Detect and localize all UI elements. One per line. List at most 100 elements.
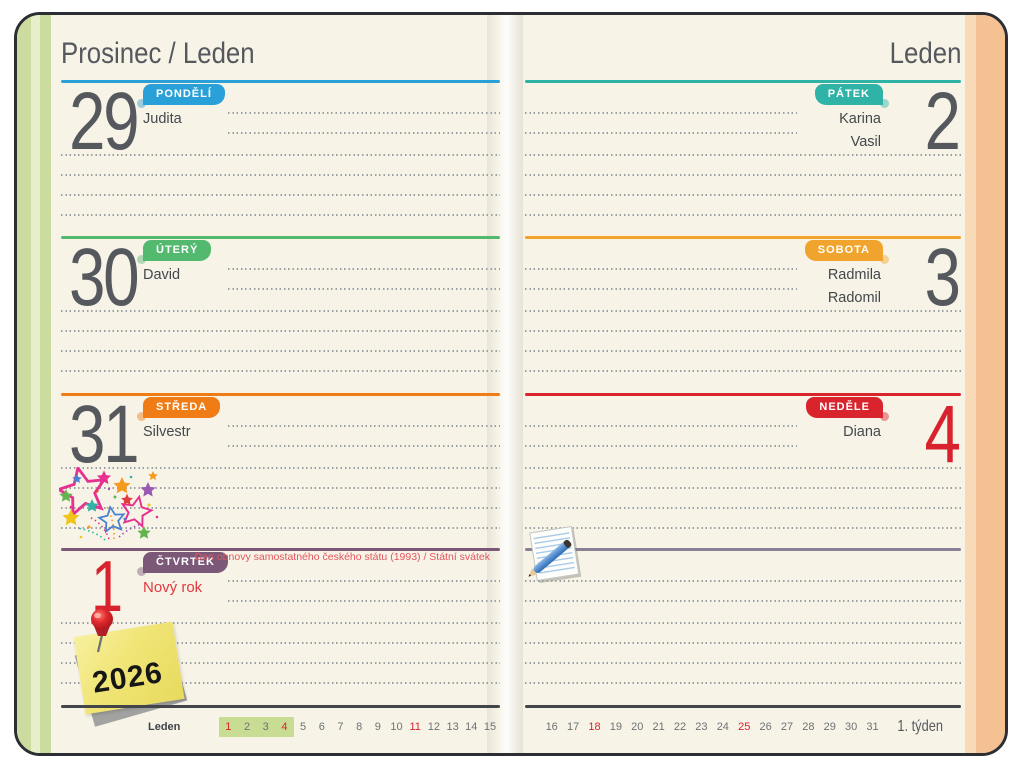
dotted-writing-line — [61, 507, 500, 509]
dotted-writing-line — [525, 622, 961, 624]
dotted-writing-line — [228, 268, 500, 270]
dotted-writing-line — [61, 642, 500, 644]
day-divider-line — [525, 236, 961, 239]
dotted-writing-line — [61, 310, 500, 312]
mini-calendar-day: 11 — [409, 721, 421, 733]
name-day-label: David — [143, 267, 181, 283]
mini-calendar-day: 6 — [318, 721, 325, 733]
name-day-2: Vasil — [850, 134, 881, 150]
day-label-tab: ČTVRTEK — [137, 552, 228, 576]
right-month-header: Leden — [889, 37, 961, 70]
mini-calendar-day: 23 — [695, 721, 708, 733]
day-block-sunday: 4 NEDĚLE Diana — [525, 393, 961, 549]
day-block-saturday: 3 SOBOTA Radmila Radomil — [525, 236, 961, 392]
sticky-note-group: 2026 — [73, 607, 205, 737]
day-number: 31 — [69, 389, 140, 480]
dotted-writing-line — [525, 642, 961, 644]
dotted-writing-line — [525, 132, 797, 134]
dotted-writing-line — [228, 600, 500, 602]
mini-calendar-right-days: 16 17 18 19 20 21 22 23 24 25 26 27 28 29 30 31 — [541, 717, 883, 737]
name-day-1: Karina — [839, 111, 881, 127]
notes-divider-line — [525, 548, 961, 551]
mini-calendar-day: 16 — [545, 721, 558, 733]
mini-calendar-day: 27 — [780, 721, 794, 733]
dotted-writing-line — [525, 350, 961, 352]
dotted-writing-line — [228, 425, 500, 427]
day-divider-line — [61, 548, 500, 551]
mini-calendar-day: 19 — [609, 721, 622, 733]
dotted-writing-line — [61, 682, 500, 684]
name-day-2: Radomil — [827, 290, 881, 306]
mini-calendar-right: 16 17 18 19 20 21 22 23 24 25 26 27 28 29 30 31 1. týde… — [525, 716, 961, 740]
name-day-1: Radmila — [827, 267, 881, 283]
red-pushpin-icon — [91, 608, 113, 653]
dotted-writing-line — [228, 112, 500, 114]
mini-calendar-day: 17 — [566, 721, 580, 733]
dotted-writing-line — [525, 194, 961, 196]
holiday-note: Den obnovy samostatného českého státu (1… — [194, 551, 490, 563]
name-day-label: Diana — [843, 424, 881, 440]
dotted-writing-line — [61, 350, 500, 352]
mini-calendar-day: 29 — [823, 721, 836, 733]
dotted-writing-line — [61, 214, 500, 216]
notepad-with-pen-icon — [528, 525, 582, 584]
day-label-tab: ÚTERÝ — [136, 240, 212, 264]
dotted-writing-line — [228, 288, 500, 290]
mini-calendar-day: 3 — [256, 717, 276, 737]
day-divider-line — [61, 80, 500, 83]
dotted-writing-line — [61, 154, 500, 156]
mini-calendar-month-label: Leden — [148, 721, 181, 733]
name-day-label: Silvestr — [143, 424, 191, 440]
name-day-label: Karina Vasil — [839, 108, 881, 154]
day-label-tab: PÁTEK — [814, 84, 890, 108]
day-divider-line — [61, 236, 500, 239]
day-block-wednesday: 31 STŘEDA Silvestr — [61, 393, 500, 549]
mini-calendar-left-days: 1 2 3 4 5 6 7 8 9 10 11 12 13 14 15 — [219, 717, 499, 737]
mini-calendar-day: 15 — [483, 721, 497, 733]
mini-calendar-day: 25 — [738, 721, 751, 733]
day-number: 4 — [924, 389, 961, 480]
mini-calendar-day: 1 — [219, 717, 238, 737]
footer-divider-line — [61, 705, 500, 708]
dotted-writing-line — [61, 527, 500, 529]
dotted-writing-line — [525, 425, 797, 427]
right-page-edge-band — [965, 15, 1005, 753]
confetti-stars-decoration — [59, 467, 159, 541]
mini-calendar-day: 10 — [390, 721, 403, 733]
dotted-writing-line — [525, 600, 961, 602]
dotted-writing-line — [525, 154, 961, 156]
dotted-writing-line — [525, 174, 961, 176]
day-divider-line — [525, 393, 961, 396]
week-number-label: 1. týden — [897, 718, 943, 735]
day-divider-line — [61, 393, 500, 396]
mini-calendar-day: 30 — [845, 721, 858, 733]
day-number: 30 — [69, 232, 140, 323]
mini-calendar-day: 13 — [446, 721, 459, 733]
mini-calendar-day: 20 — [631, 721, 644, 733]
dotted-writing-line — [525, 527, 961, 529]
right-page: Leden 2 PÁTEK Karina Vasil 3 SOBOTA Radm… — [525, 15, 961, 753]
sticky-note-year: 2026 — [90, 656, 166, 700]
notes-section — [525, 525, 961, 704]
mini-calendar-day: 24 — [716, 721, 729, 733]
dotted-writing-line — [61, 622, 500, 624]
day-block-monday: 29 PONDĚLÍ Judita — [61, 80, 500, 236]
day-divider-line — [525, 80, 961, 83]
mini-calendar-day: 28 — [802, 721, 815, 733]
footer-divider-line — [525, 705, 961, 708]
mini-calendar-day: 26 — [759, 721, 772, 733]
mini-calendar-left: Leden 1 2 3 4 5 6 7 8 9 10 11 12 13 14 15 — [61, 716, 500, 740]
dotted-writing-line — [525, 580, 961, 582]
dotted-writing-line — [61, 330, 500, 332]
dotted-writing-line — [525, 310, 961, 312]
mini-calendar-day: 22 — [673, 721, 687, 733]
name-day-label: Judita — [143, 111, 182, 127]
day-number: 2 — [924, 76, 961, 167]
left-month-header: Prosinec / Leden — [61, 37, 255, 70]
mini-calendar-day: 8 — [356, 721, 363, 733]
mini-calendar-day: 14 — [465, 721, 478, 733]
dotted-writing-line — [228, 445, 500, 447]
name-day-label: Radmila Radomil — [828, 264, 881, 310]
dotted-writing-line — [525, 268, 797, 270]
dotted-writing-line — [525, 112, 797, 114]
